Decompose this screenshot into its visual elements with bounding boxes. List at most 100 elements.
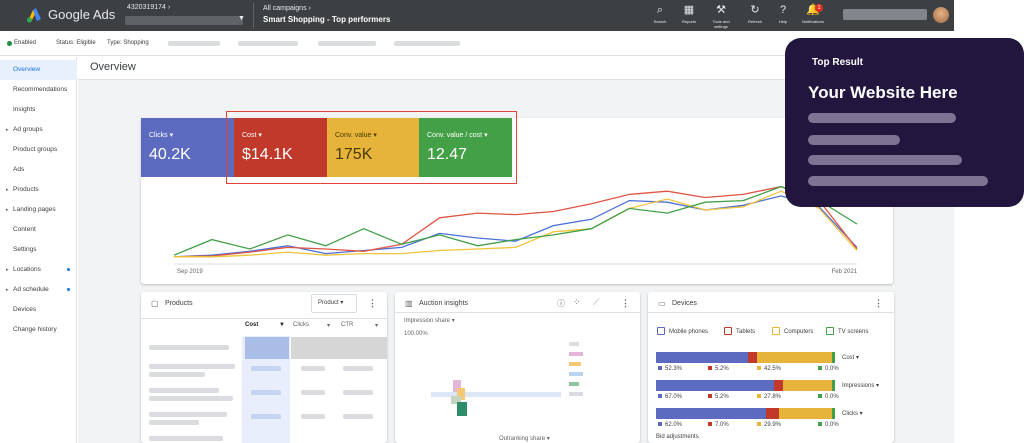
scatter-view-icon[interactable]: ⁘ xyxy=(573,297,581,307)
redacted-row[interactable] xyxy=(149,420,199,425)
sidebar-item-locations[interactable]: ▸ Locations xyxy=(0,260,77,280)
metric-select[interactable]: Clicks ▾ xyxy=(842,411,863,417)
metric-tile-conv-value[interactable]: Conv. value ▾ 175K xyxy=(327,118,419,177)
sort-icon[interactable]: ▾ xyxy=(327,323,331,329)
brand-name[interactable]: Google Ads xyxy=(48,7,116,22)
avatar[interactable] xyxy=(933,7,949,23)
tools-and-settings-button[interactable]: ⚒ Tools and settings xyxy=(706,4,736,29)
sidebar-item-devices[interactable]: Devices xyxy=(0,300,77,320)
google-ads-logo-icon[interactable] xyxy=(26,7,42,23)
metric-select[interactable]: Impressions ▾ xyxy=(842,383,880,389)
top-result-overlay[interactable]: Top Result Your Website Here xyxy=(785,38,1024,207)
help-icon[interactable]: ⓘ xyxy=(557,299,565,308)
expand-arrow-icon[interactable]: ▸ xyxy=(6,267,9,273)
more-vert-icon[interactable]: ⋮ xyxy=(368,298,377,308)
metric-label[interactable]: Clicks ▾ xyxy=(149,132,174,139)
redacted-row[interactable] xyxy=(149,364,235,369)
chevron-down-icon[interactable]: ▼ xyxy=(238,15,245,22)
scatter-point[interactable] xyxy=(453,380,461,392)
sidebar-item-recommendations[interactable]: Recommendations xyxy=(0,80,77,100)
overlay-headline[interactable]: Your Website Here xyxy=(808,83,958,102)
sidebar-item-products[interactable]: ▸ Products xyxy=(0,180,77,200)
sidebar-item-landing-pages[interactable]: ▸ Landing pages xyxy=(0,200,77,220)
expand-arrow-icon[interactable]: ▸ xyxy=(6,207,9,213)
sidebar-item-ads[interactable]: Ads xyxy=(0,160,77,180)
series-line-cost[interactable] xyxy=(173,185,858,258)
x-axis-select[interactable]: Outranking share ▾ xyxy=(499,436,550,442)
reports-button[interactable]: ▦ Reports xyxy=(674,4,704,24)
metric-label[interactable]: Conv. value ▾ xyxy=(335,132,377,139)
expand-arrow-icon[interactable]: ▸ xyxy=(6,287,9,293)
bar-segment-mobile-phones[interactable] xyxy=(656,352,749,363)
help-button[interactable]: ? Help xyxy=(768,4,798,24)
bar-segment-tv-screens[interactable] xyxy=(832,352,835,363)
redacted-row[interactable] xyxy=(149,388,219,393)
metric-label[interactable]: Conv. value / cost ▾ xyxy=(427,132,488,139)
device-share-bar-clicks[interactable] xyxy=(656,408,835,419)
sidebar-item-label: Ad groups xyxy=(13,126,43,133)
bar-segment-tv-screens[interactable] xyxy=(832,380,835,391)
series-line-clicks[interactable] xyxy=(173,195,858,258)
sidebar-item-insights[interactable]: Insights xyxy=(0,100,77,120)
sidebar-item-ad-groups[interactable]: ▸ Ad groups xyxy=(0,120,77,140)
expand-arrow-icon[interactable]: ▸ xyxy=(6,127,9,133)
expand-arrow-icon[interactable]: ▸ xyxy=(6,187,9,193)
legend-item-mobile-phones[interactable]: Mobile phones xyxy=(657,327,708,335)
bar-segment-mobile-phones[interactable] xyxy=(656,380,774,391)
bar-segment-tv-screens[interactable] xyxy=(832,408,835,419)
scatter-point[interactable] xyxy=(451,396,461,404)
legend-item-tv-screens[interactable]: TV screens xyxy=(826,327,868,335)
metric-label[interactable]: Cost ▾ xyxy=(242,132,262,139)
col-header-clicks[interactable]: Clicks xyxy=(293,322,309,328)
scatter-point[interactable] xyxy=(457,402,467,416)
line-view-icon[interactable]: ⟋ xyxy=(593,297,600,307)
refresh-button[interactable]: ↻ Refresh xyxy=(740,4,770,24)
device-share-bar-impressions[interactable] xyxy=(656,380,835,391)
sidebar-item-overview[interactable]: Overview xyxy=(0,60,77,80)
enabled-status[interactable]: Enabled xyxy=(14,40,37,46)
bar-segment-computers[interactable] xyxy=(778,408,832,419)
bar-segment-mobile-phones[interactable] xyxy=(656,408,767,419)
redacted-row[interactable] xyxy=(149,345,229,350)
sort-icon[interactable]: ▾ xyxy=(375,323,379,329)
more-vert-icon[interactable]: ⋮ xyxy=(874,298,883,308)
redacted-row[interactable] xyxy=(149,412,227,417)
scatter-point[interactable] xyxy=(457,388,465,400)
breadcrumb-current[interactable]: Smart Shopping - Top performers xyxy=(263,15,391,24)
sidebar-item-ad-schedule[interactable]: ▸ Ad schedule xyxy=(0,280,77,300)
more-vert-icon[interactable]: ⋮ xyxy=(621,298,630,308)
metric-tile-clicks[interactable]: Clicks ▾ 40.2K xyxy=(141,118,234,177)
bid-adjustments-link[interactable]: Bid adjustments xyxy=(656,434,699,440)
redacted-row[interactable] xyxy=(149,396,233,401)
series-line-conv-value-cost[interactable] xyxy=(173,185,858,256)
product-dimension-select[interactable]: Product ▾ xyxy=(311,294,357,313)
metric-tile-cost[interactable]: Cost ▾ $14.1K xyxy=(234,118,327,177)
series-line-conv-value[interactable] xyxy=(174,190,858,258)
bar-segment-tablets[interactable] xyxy=(748,352,758,363)
user-email-redacted[interactable] xyxy=(843,9,927,20)
sidebar-item-product-groups[interactable]: Product groups xyxy=(0,140,77,160)
redacted-row[interactable] xyxy=(149,436,223,441)
metric-select[interactable]: Cost ▾ xyxy=(842,355,860,361)
sidebar-item-settings[interactable]: Settings xyxy=(0,240,77,260)
redacted-row[interactable] xyxy=(149,372,205,377)
account-name-redacted[interactable] xyxy=(125,16,243,25)
breadcrumb-parent[interactable]: All campaigns › xyxy=(263,5,311,12)
bar-segment-computers[interactable] xyxy=(757,352,832,363)
col-header-ctr[interactable]: CTR xyxy=(341,322,354,328)
sidebar-item-change-history[interactable]: Change history xyxy=(0,320,77,340)
search-button[interactable]: ⌕ Search xyxy=(645,4,675,24)
legend-item-computers[interactable]: Computers xyxy=(772,327,813,335)
sidebar-item-content[interactable]: Content xyxy=(0,220,77,240)
device-share-bar-cost[interactable] xyxy=(656,352,835,363)
col-header-cost[interactable]: Cost xyxy=(245,322,259,328)
account-id[interactable]: 4320319174 › xyxy=(127,4,171,11)
metric-select[interactable]: Impression share ▾ xyxy=(404,318,455,324)
notifications-button[interactable]: 🔔 Notifications xyxy=(798,4,828,24)
bar-segment-computers[interactable] xyxy=(783,380,832,391)
legend-item-tablets[interactable]: Tablets xyxy=(724,327,755,335)
bar-segment-tablets[interactable] xyxy=(766,408,779,419)
bar-segment-tablets[interactable] xyxy=(773,380,784,391)
sort-down-icon[interactable]: ▼ xyxy=(279,322,285,328)
metric-tile-conv-value-cost[interactable]: Conv. value / cost ▾ 12.47 xyxy=(419,118,512,177)
